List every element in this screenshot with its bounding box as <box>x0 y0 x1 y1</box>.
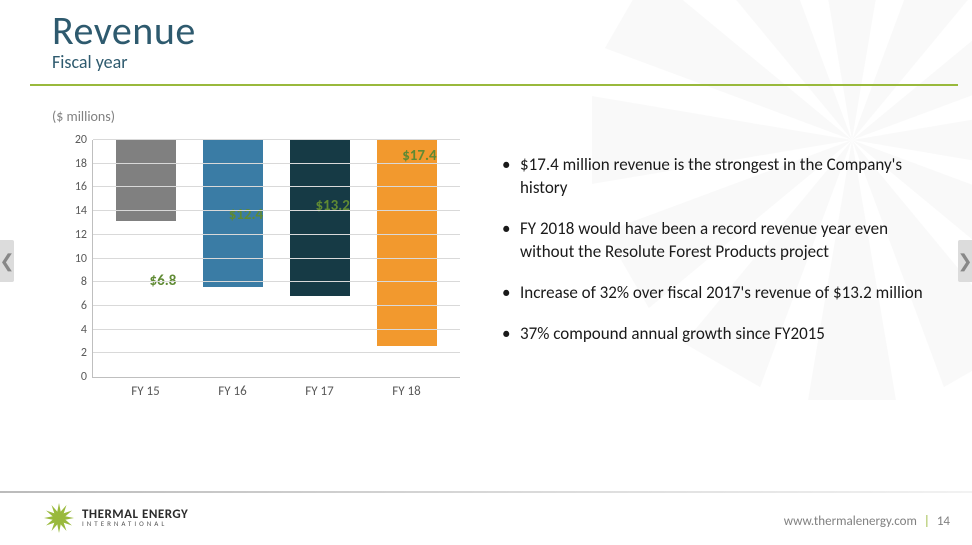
chart-bars: $6.8 $12.4 $13.2 $17.4 <box>93 140 460 377</box>
footer-url: www.thermalenergy.com <box>784 514 917 529</box>
chart-ytick: 20 <box>65 133 93 147</box>
chart-ytick: 8 <box>65 275 93 289</box>
chart-gridline <box>93 186 460 187</box>
chart-bar-rect <box>116 140 176 221</box>
chart-xlabels: FY 15 FY 16 FY 17 FY 18 <box>92 378 460 408</box>
chart-ytick: 18 <box>65 157 93 171</box>
chart-ytick: 16 <box>65 180 93 194</box>
chart-gridline <box>93 329 460 330</box>
page-number: 14 <box>937 514 950 529</box>
slide: ❮ ❯ Revenue Fiscal year ($ millions) $6.… <box>0 0 972 545</box>
chart-ytick: 4 <box>65 323 93 337</box>
bullet-ul: $17.4 million revenue is the strongest i… <box>500 154 936 346</box>
chart-ytick: 14 <box>65 204 93 218</box>
chart-ytick: 12 <box>65 228 93 242</box>
chart-xlabel: FY 15 <box>116 378 176 408</box>
prev-slide-button[interactable]: ❮ <box>0 240 14 282</box>
bullet-item: Increase of 32% over fiscal 2017's reven… <box>500 282 936 305</box>
chart-bar: $12.4 <box>203 140 263 377</box>
title-underline <box>30 84 958 86</box>
chart-gridline <box>93 210 460 211</box>
logo-line2: INTERNATIONAL <box>82 519 167 528</box>
chart-gridline <box>93 234 460 235</box>
chart-gridline <box>93 163 460 164</box>
chart-xlabel: FY 18 <box>377 378 437 408</box>
chart-plot-area: $6.8$12.4$13.2$17.4 02468101214161820 <box>92 140 460 378</box>
chart-ytick: 2 <box>65 346 93 360</box>
footer-rule <box>0 491 972 493</box>
chart-xlabel: FY 16 <box>203 378 263 408</box>
revenue-bar-chart: $6.8$12.4$13.2$17.4 02468101214161820 FY… <box>64 140 460 408</box>
chart-bar: $17.4 <box>377 140 437 377</box>
logo-text: THERMAL ENERGY INTERNATIONAL <box>82 509 188 527</box>
chart-bar: $6.8 <box>116 140 176 377</box>
next-slide-button[interactable]: ❯ <box>958 240 972 282</box>
logo-starburst-icon <box>42 501 76 535</box>
chart-bar: $13.2 <box>290 140 350 377</box>
bullet-item: 37% compound annual growth since FY2015 <box>500 323 936 346</box>
chart-bar-value-label: $13.2 <box>315 197 349 215</box>
chart-gridline <box>93 139 460 140</box>
chart-ytick: 10 <box>65 252 93 266</box>
chart-xlabel: FY 17 <box>290 378 350 408</box>
chart-gridline <box>93 281 460 282</box>
footer-separator: | <box>920 514 934 529</box>
bullet-list: $17.4 million revenue is the strongest i… <box>500 154 936 364</box>
chart-gridline <box>93 305 460 306</box>
slide-title: Revenue <box>52 6 196 55</box>
bullet-item: $17.4 million revenue is the strongest i… <box>500 154 936 200</box>
chart-unit-label: ($ millions) <box>52 108 115 125</box>
chart-ytick: 0 <box>65 370 93 384</box>
chart-gridline <box>93 258 460 259</box>
bullet-item: FY 2018 would have been a record revenue… <box>500 218 936 264</box>
company-logo: THERMAL ENERGY INTERNATIONAL <box>42 501 188 535</box>
page-footer: www.thermalenergy.com | 14 <box>784 514 950 529</box>
chart-ytick: 6 <box>65 299 93 313</box>
title-block: Revenue Fiscal year <box>52 6 196 73</box>
chart-bar-rect <box>377 140 437 346</box>
chart-bar-value-label: $12.4 <box>229 206 263 224</box>
chart-gridline <box>93 352 460 353</box>
